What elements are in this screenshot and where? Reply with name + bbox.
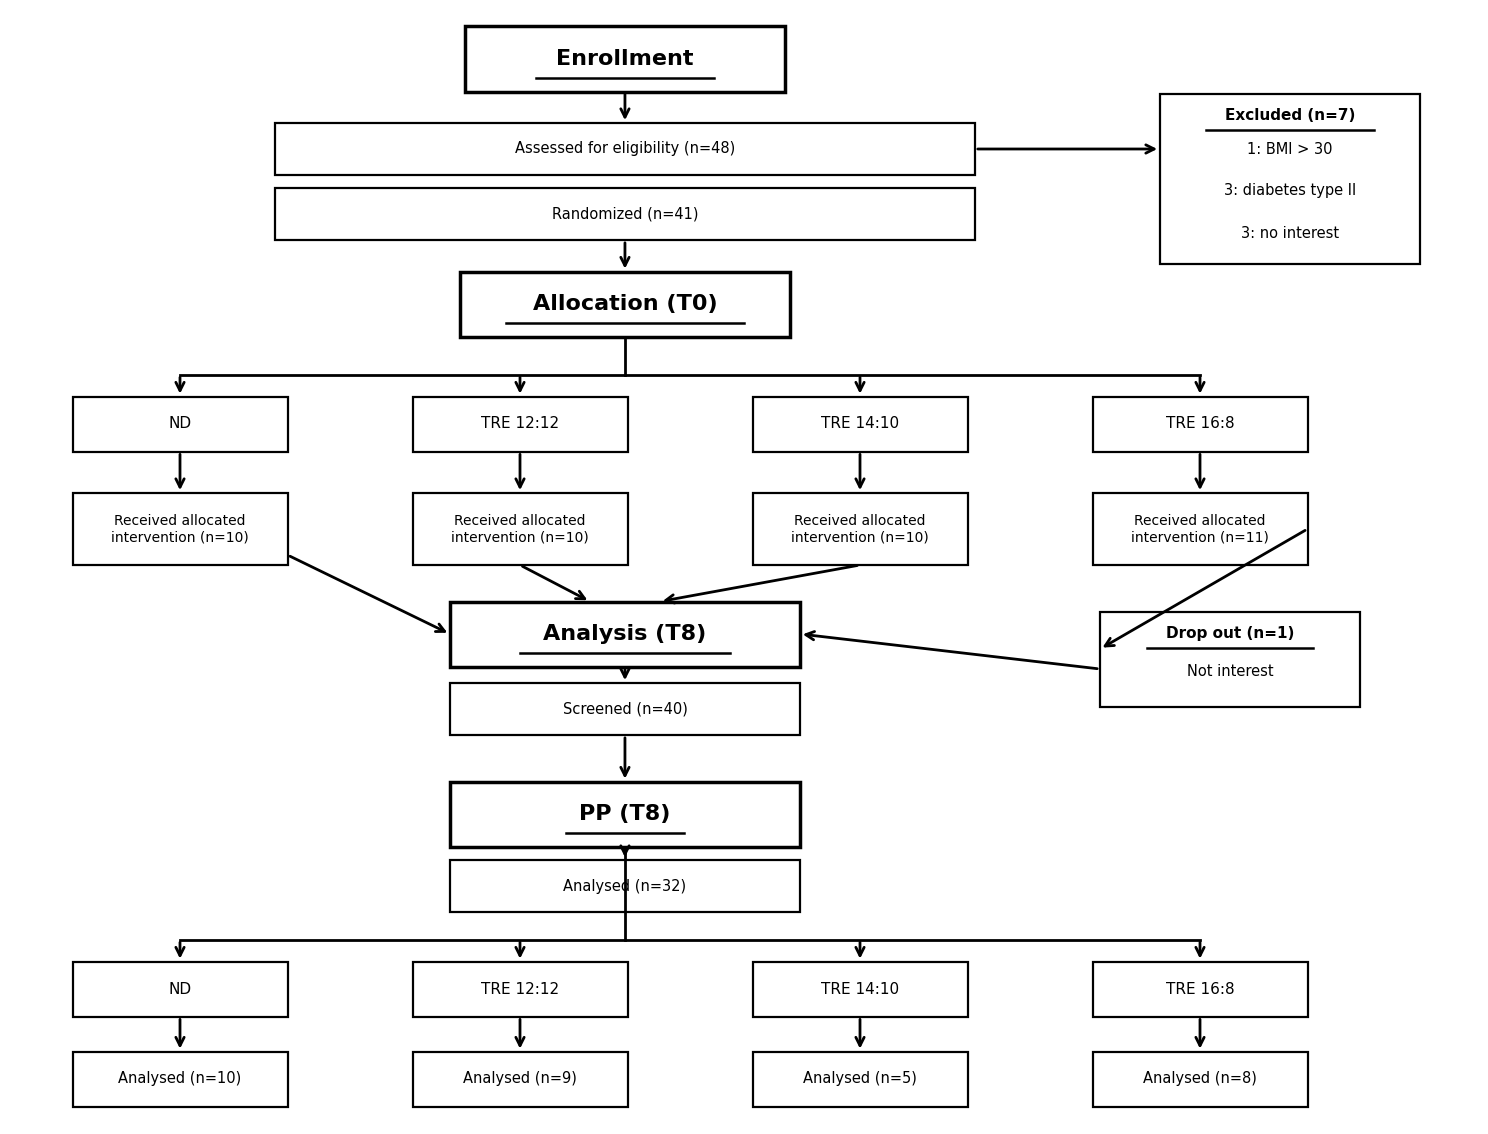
Bar [1100,611,1360,706]
Bar [1092,962,1308,1016]
Text: Received allocated
intervention (n=10): Received allocated intervention (n=10) [451,514,589,544]
Text: TRE 12:12: TRE 12:12 [481,416,559,432]
Text: TRE 14:10: TRE 14:10 [821,416,899,432]
Bar [73,397,287,451]
Bar [753,962,967,1016]
Bar [275,188,975,240]
Text: Assessed for eligibility (n=48): Assessed for eligibility (n=48) [515,142,735,156]
Text: 3: diabetes type II: 3: diabetes type II [1223,184,1356,198]
Text: Analysed (n=10): Analysed (n=10) [119,1072,241,1086]
Text: Analysed (n=9): Analysed (n=9) [463,1072,577,1086]
Bar [1092,1051,1308,1107]
Bar [73,962,287,1016]
Bar [412,397,628,451]
Text: TRE 14:10: TRE 14:10 [821,982,899,997]
Text: ND: ND [168,982,192,997]
Bar [1092,493,1308,565]
Bar [73,1051,287,1107]
Bar [753,493,967,565]
Bar [412,1051,628,1107]
Text: Analysed (n=8): Analysed (n=8) [1143,1072,1257,1086]
Text: TRE 16:8: TRE 16:8 [1165,416,1235,432]
Text: 1: BMI > 30: 1: BMI > 30 [1247,142,1333,156]
Text: Allocation (T0): Allocation (T0) [533,294,717,314]
Bar [464,26,786,92]
Text: Not interest: Not interest [1187,663,1274,678]
Bar [1092,397,1308,451]
Text: Analysis (T8): Analysis (T8) [543,624,707,644]
Text: TRE 12:12: TRE 12:12 [481,982,559,997]
Bar [1161,94,1420,264]
Text: TRE 16:8: TRE 16:8 [1165,982,1235,997]
Text: PP (T8): PP (T8) [579,804,671,824]
Bar [460,271,790,337]
Text: Excluded (n=7): Excluded (n=7) [1225,109,1356,124]
Text: Screened (n=40): Screened (n=40) [562,702,687,717]
Text: Drop out (n=1): Drop out (n=1) [1165,626,1295,641]
Text: Received allocated
intervention (n=10): Received allocated intervention (n=10) [112,514,248,544]
Bar [412,962,628,1016]
Text: ND: ND [168,416,192,432]
Bar [449,601,801,667]
Text: 3: no interest: 3: no interest [1241,226,1339,240]
Bar [753,397,967,451]
Bar [412,493,628,565]
Text: Analysed (n=5): Analysed (n=5) [804,1072,917,1086]
Text: Received allocated
intervention (n=11): Received allocated intervention (n=11) [1131,514,1269,544]
Bar [449,683,801,735]
Bar [753,1051,967,1107]
Bar [73,493,287,565]
Bar [275,122,975,175]
Bar [449,860,801,912]
Text: Analysed (n=32): Analysed (n=32) [564,879,686,894]
Bar [449,781,801,846]
Text: Randomized (n=41): Randomized (n=41) [552,206,698,221]
Text: Enrollment: Enrollment [557,49,693,69]
Text: Received allocated
intervention (n=10): Received allocated intervention (n=10) [792,514,929,544]
